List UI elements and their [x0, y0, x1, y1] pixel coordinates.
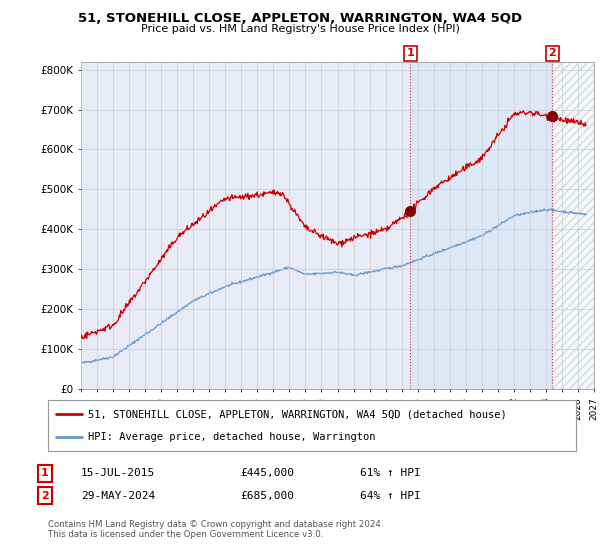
Text: 2: 2	[548, 48, 556, 58]
Bar	[410, 62, 553, 389]
Text: 51, STONEHILL CLOSE, APPLETON, WARRINGTON, WA4 5QD (detached house): 51, STONEHILL CLOSE, APPLETON, WARRINGTO…	[88, 409, 506, 419]
Text: Contains HM Land Registry data © Crown copyright and database right 2024.
This d: Contains HM Land Registry data © Crown c…	[48, 520, 383, 539]
Text: 2: 2	[41, 491, 49, 501]
Text: 1: 1	[406, 48, 414, 58]
Text: 64% ↑ HPI: 64% ↑ HPI	[360, 491, 421, 501]
Text: £445,000: £445,000	[240, 468, 294, 478]
Text: 29-MAY-2024: 29-MAY-2024	[81, 491, 155, 501]
Text: £685,000: £685,000	[240, 491, 294, 501]
Text: 61% ↑ HPI: 61% ↑ HPI	[360, 468, 421, 478]
Text: Price paid vs. HM Land Registry's House Price Index (HPI): Price paid vs. HM Land Registry's House …	[140, 24, 460, 34]
Text: 15-JUL-2015: 15-JUL-2015	[81, 468, 155, 478]
Bar	[553, 62, 594, 389]
Text: HPI: Average price, detached house, Warrington: HPI: Average price, detached house, Warr…	[88, 432, 375, 442]
Text: 1: 1	[41, 468, 49, 478]
Text: 51, STONEHILL CLOSE, APPLETON, WARRINGTON, WA4 5QD: 51, STONEHILL CLOSE, APPLETON, WARRINGTO…	[78, 12, 522, 25]
